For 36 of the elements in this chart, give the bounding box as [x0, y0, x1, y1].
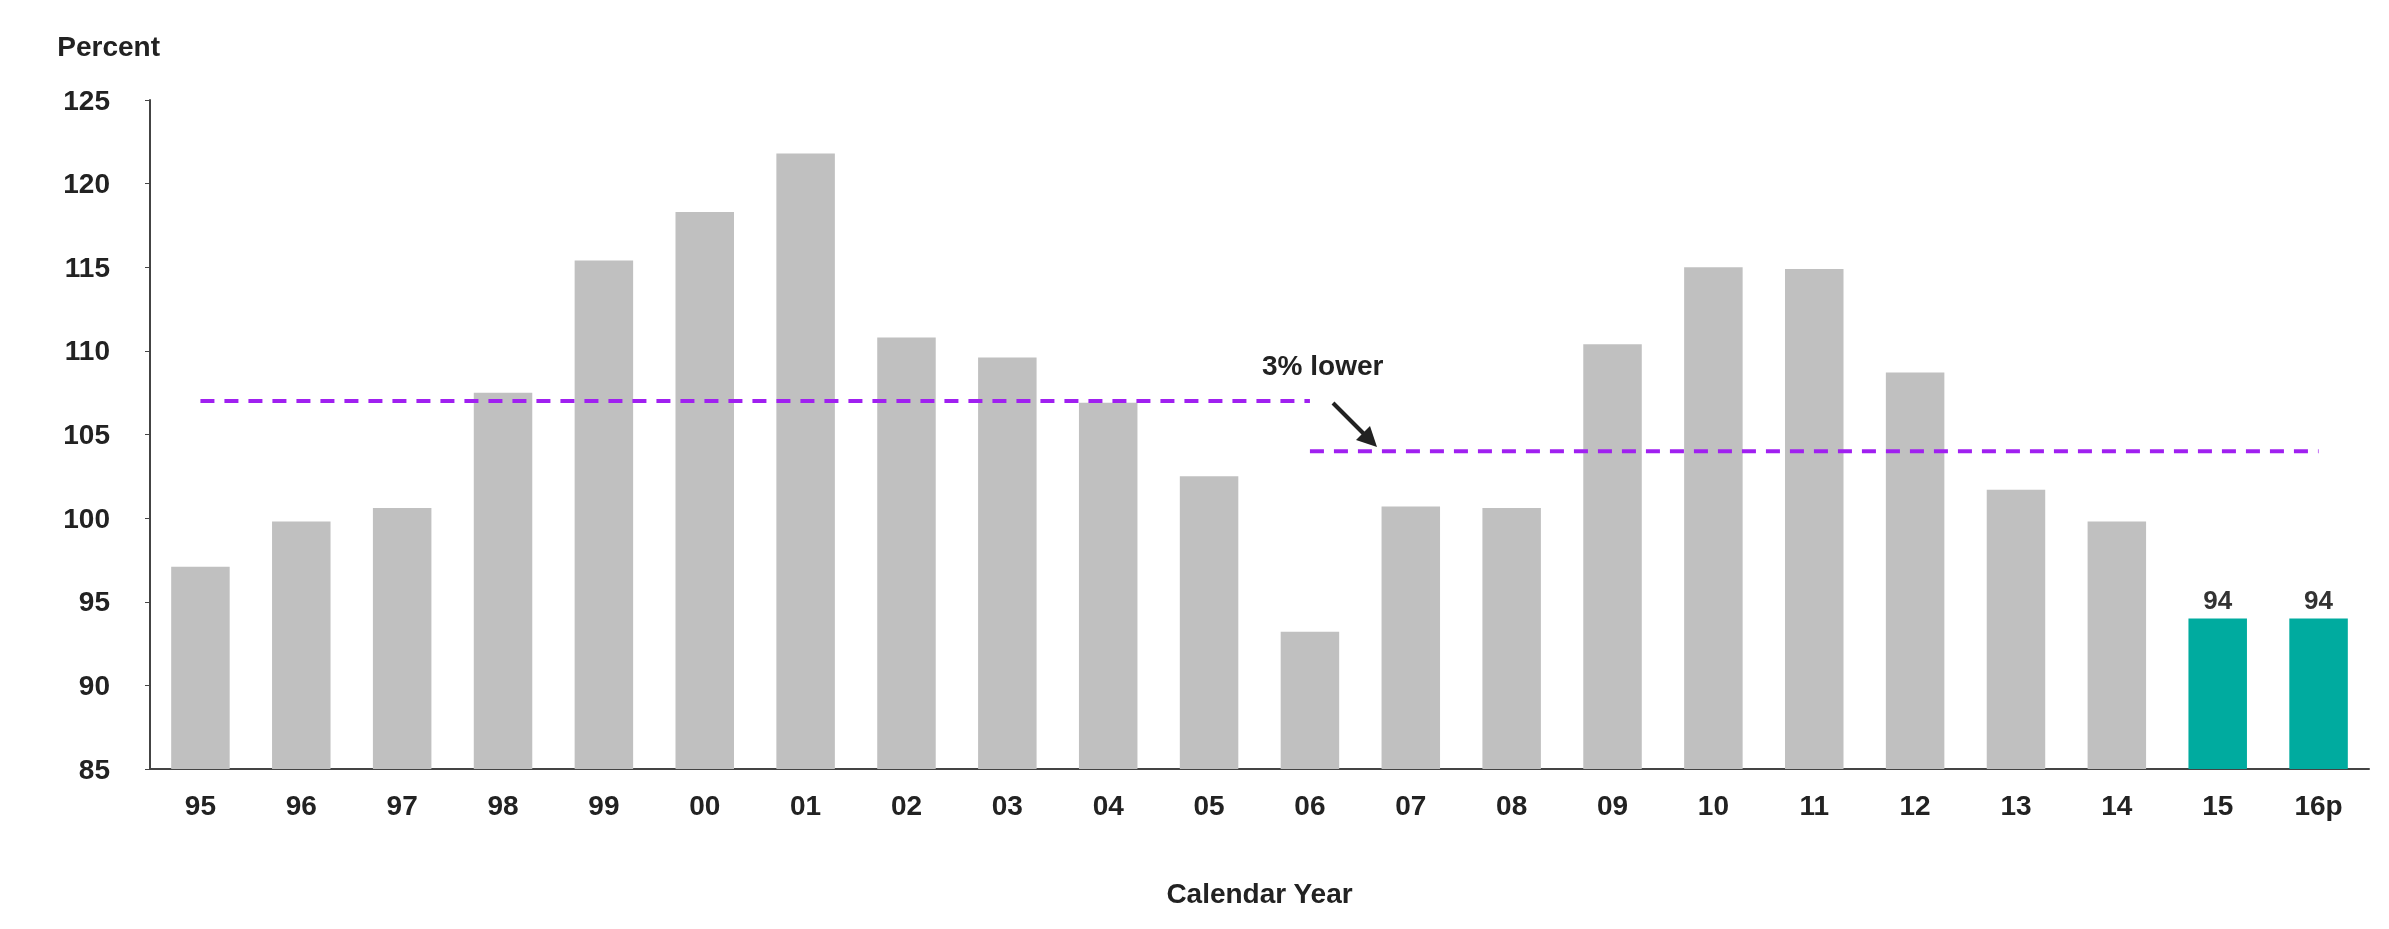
x-tick-label: 16p [2294, 789, 2343, 821]
y-tick-label: 120 [63, 168, 110, 200]
x-tick-label: 14 [2101, 789, 2133, 821]
data-label: 94 [2203, 585, 2233, 616]
y-tick-label: 95 [78, 586, 110, 618]
x-tick-label: 01 [790, 789, 822, 821]
x-tick-label: 08 [1496, 789, 1528, 821]
y-tick-label: 105 [63, 419, 110, 450]
x-tick-label: 96 [285, 789, 317, 821]
y-tick-label: 125 [63, 84, 110, 116]
x-tick-label: 98 [487, 789, 519, 821]
x-tick-label: 02 [890, 789, 923, 821]
x-tick-label: 15 [2202, 789, 2234, 821]
x-tick-label: 10 [1697, 789, 1729, 821]
y-axis-title: Percent [57, 30, 160, 62]
x-tick-label: 00 [689, 789, 721, 821]
x-tick-label: 07 [1395, 789, 1427, 821]
y-tick-label: 100 [63, 502, 110, 534]
x-tick-label: 11 [1799, 789, 1830, 821]
x-tick-label: 12 [1899, 789, 1931, 821]
x-tick-label: 95 [184, 789, 217, 821]
x-tick-label: 99 [588, 789, 620, 821]
y-tick-label: 115 [64, 251, 110, 283]
annotation: 3% lower [1262, 350, 1384, 382]
data-label: 94 [2304, 585, 2334, 616]
x-tick-label: 03 [991, 789, 1023, 821]
y-tick-label: 110 [64, 335, 110, 367]
y-tick-label: 85 [78, 753, 110, 785]
x-tick-label: 06 [1294, 789, 1326, 821]
x-tick-label: 04 [1092, 789, 1125, 821]
x-tick-label: 09 [1596, 789, 1629, 821]
x-tick-label: 05 [1193, 789, 1225, 821]
x-tick-label: 13 [2000, 789, 2032, 821]
y-tick-label: 90 [78, 669, 110, 701]
x-axis-title: Calendar Year [1166, 877, 1353, 909]
x-tick-label: 97 [386, 789, 418, 821]
